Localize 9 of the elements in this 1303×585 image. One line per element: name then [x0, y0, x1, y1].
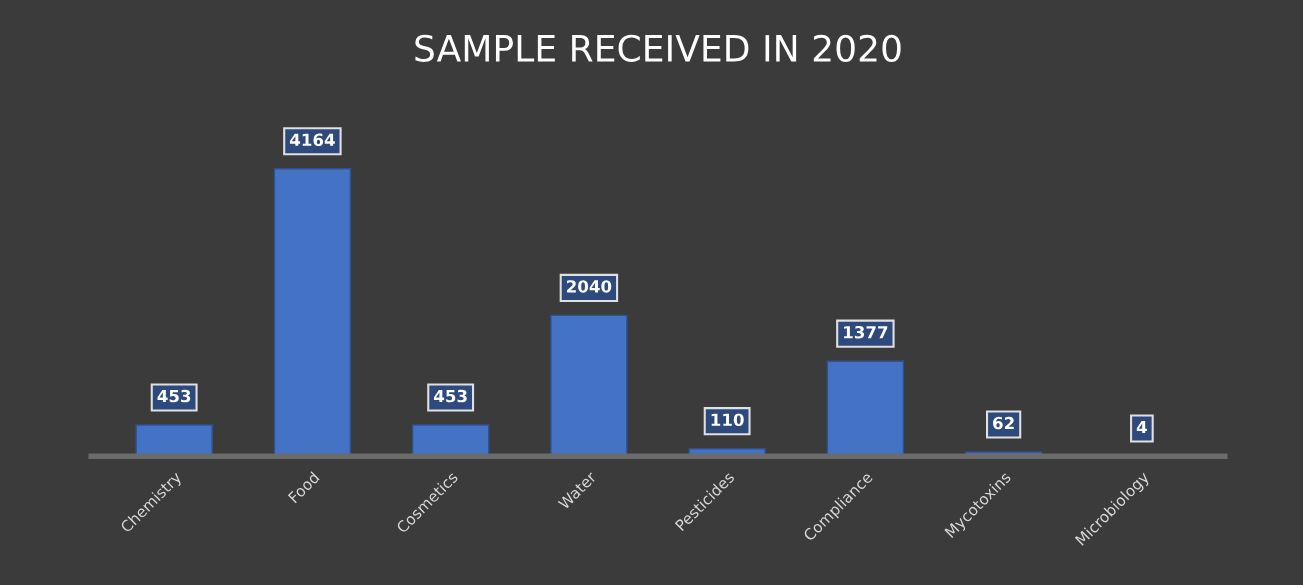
data-label: 1377: [844, 325, 888, 339]
data-label: 453: [434, 389, 467, 403]
data-label: 2040: [567, 280, 612, 293]
data-label: 4: [1136, 420, 1147, 434]
data-label: 62: [993, 416, 1014, 430]
data-label: 110: [711, 413, 744, 427]
data-label: 4164: [289, 133, 335, 147]
chart-title: SAMPLE RECEIVED IN 2020: [415, 34, 901, 62]
data-label: 453: [157, 389, 191, 403]
